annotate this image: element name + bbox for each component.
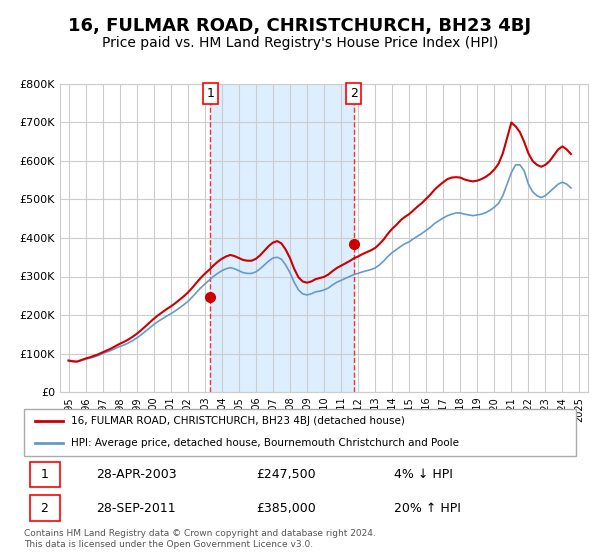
Text: 2: 2 xyxy=(350,87,358,100)
Text: Contains HM Land Registry data © Crown copyright and database right 2024.
This d: Contains HM Land Registry data © Crown c… xyxy=(24,529,376,549)
Text: Price paid vs. HM Land Registry's House Price Index (HPI): Price paid vs. HM Land Registry's House … xyxy=(102,36,498,50)
Text: 16, FULMAR ROAD, CHRISTCHURCH, BH23 4BJ (detached house): 16, FULMAR ROAD, CHRISTCHURCH, BH23 4BJ … xyxy=(71,416,405,426)
Text: £385,000: £385,000 xyxy=(256,502,316,515)
Text: 28-SEP-2011: 28-SEP-2011 xyxy=(96,502,175,515)
Bar xyxy=(211,84,354,392)
Text: 1: 1 xyxy=(206,87,214,100)
Text: 20% ↑ HPI: 20% ↑ HPI xyxy=(394,502,461,515)
Text: HPI: Average price, detached house, Bournemouth Christchurch and Poole: HPI: Average price, detached house, Bour… xyxy=(71,438,459,448)
Text: 1: 1 xyxy=(40,468,49,481)
Text: 4% ↓ HPI: 4% ↓ HPI xyxy=(394,468,453,481)
Text: £247,500: £247,500 xyxy=(256,468,316,481)
Text: 28-APR-2003: 28-APR-2003 xyxy=(96,468,176,481)
FancyBboxPatch shape xyxy=(24,409,576,456)
Text: 2: 2 xyxy=(40,502,49,515)
FancyBboxPatch shape xyxy=(29,462,60,487)
FancyBboxPatch shape xyxy=(29,496,60,521)
Text: 16, FULMAR ROAD, CHRISTCHURCH, BH23 4BJ: 16, FULMAR ROAD, CHRISTCHURCH, BH23 4BJ xyxy=(68,17,532,35)
